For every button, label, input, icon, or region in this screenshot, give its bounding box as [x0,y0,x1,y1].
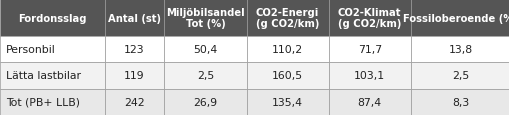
Text: Miljöbilsandel
Tot (%): Miljöbilsandel Tot (%) [166,8,244,29]
Bar [410,89,509,115]
Bar [246,0,328,37]
Text: 2,5: 2,5 [196,71,214,81]
Bar [164,89,246,115]
Bar [105,0,164,37]
Bar [164,63,246,89]
Text: 242: 242 [124,97,145,107]
Bar [0,89,105,115]
Bar [410,0,509,37]
Bar [0,37,105,63]
Text: 103,1: 103,1 [353,71,385,81]
Text: 135,4: 135,4 [271,97,302,107]
Bar [105,63,164,89]
Text: 119: 119 [124,71,145,81]
Bar [164,37,246,63]
Text: Lätta lastbilar: Lätta lastbilar [6,71,81,81]
Bar [328,37,410,63]
Text: 71,7: 71,7 [357,45,381,55]
Bar [246,89,328,115]
Text: Personbil: Personbil [6,45,56,55]
Bar [410,37,509,63]
Text: 123: 123 [124,45,145,55]
Text: Fossiloberoende (%): Fossiloberoende (%) [402,13,509,23]
Text: 26,9: 26,9 [193,97,217,107]
Text: CO2-Klimat
(g CO2/km): CO2-Klimat (g CO2/km) [337,8,401,29]
Bar [0,63,105,89]
Bar [246,63,328,89]
Bar [328,0,410,37]
Bar [105,89,164,115]
Bar [0,0,105,37]
Text: 8,3: 8,3 [451,97,468,107]
Text: 13,8: 13,8 [447,45,471,55]
Bar [164,0,246,37]
Text: 110,2: 110,2 [271,45,302,55]
Bar [410,63,509,89]
Bar [105,37,164,63]
Text: CO2-Energi
(g CO2/km): CO2-Energi (g CO2/km) [256,8,319,29]
Text: Antal (st): Antal (st) [108,13,161,23]
Text: Fordonsslag: Fordonsslag [18,13,87,23]
Text: 2,5: 2,5 [451,71,468,81]
Text: 87,4: 87,4 [357,97,381,107]
Text: 50,4: 50,4 [193,45,217,55]
Text: Tot (PB+ LLB): Tot (PB+ LLB) [6,97,80,107]
Bar [246,37,328,63]
Text: 160,5: 160,5 [271,71,302,81]
Bar [328,63,410,89]
Bar [328,89,410,115]
